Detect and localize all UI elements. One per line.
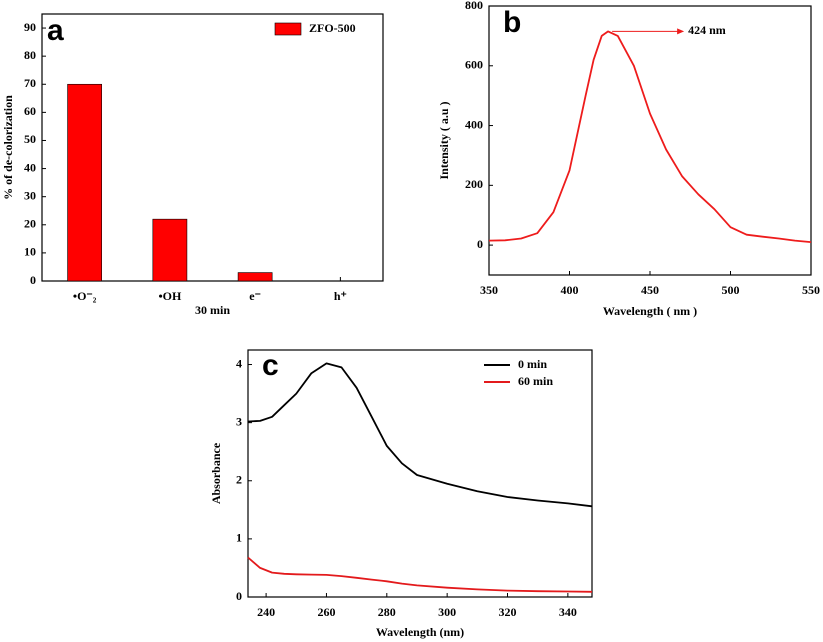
- y-tick-label: 20: [24, 217, 36, 231]
- x-tick-label: 350: [480, 283, 498, 297]
- legend-label: 60 min: [518, 374, 553, 388]
- x-tick-label: 550: [802, 283, 820, 297]
- y-tick-label: 90: [24, 20, 36, 34]
- y-tick-label: 1: [236, 531, 242, 545]
- x-tick-label: 340: [559, 605, 577, 619]
- x-axis-label: Wavelength (nm): [376, 625, 464, 639]
- y-tick-label: 200: [465, 177, 483, 191]
- line-series: [488, 30, 812, 243]
- y-tick-label: 400: [465, 117, 483, 131]
- annotation-arrowhead: [677, 28, 685, 35]
- y-tick-label: 800: [465, 0, 483, 12]
- x-tick-label: 320: [499, 605, 517, 619]
- y-tick-label: 80: [24, 48, 36, 62]
- x-tick-label: e⁻: [249, 289, 261, 303]
- x-tick-label: •OH: [158, 289, 182, 303]
- y-tick-label: 0: [236, 589, 242, 603]
- bar: [67, 83, 102, 282]
- y-tick-label: 70: [24, 76, 36, 90]
- y-tick-label: 4: [236, 356, 242, 370]
- y-axis-label: Absorbance: [209, 442, 223, 504]
- annotation: 424 nm: [688, 23, 726, 37]
- x-tick-label: 240: [257, 605, 275, 619]
- panel-label: b: [503, 6, 521, 39]
- plot-frame: [247, 349, 593, 598]
- y-axis-label: Intensity ( a.u ): [437, 101, 451, 179]
- line-series: [247, 556, 593, 593]
- x-tick-label: •O⁻₂: [73, 289, 97, 303]
- x-tick-label: 260: [317, 605, 335, 619]
- y-tick-label: 2: [236, 473, 242, 487]
- plot-frame: [41, 13, 384, 282]
- x-tick-label: 300: [438, 605, 456, 619]
- x-tick-label: 400: [561, 283, 579, 297]
- y-axis-label: % of de-colorization: [1, 95, 15, 200]
- bar: [237, 272, 273, 282]
- x-tick-label: 450: [641, 283, 659, 297]
- y-tick-label: 50: [24, 132, 36, 146]
- x-tick-label: 500: [722, 283, 740, 297]
- line-series: [247, 362, 593, 508]
- y-tick-label: 3: [236, 414, 242, 428]
- panel-label: a: [47, 14, 64, 47]
- y-tick-label: 30: [24, 188, 36, 202]
- x-tick-label: h⁺: [334, 289, 347, 303]
- legend-label: 0 min: [518, 357, 547, 371]
- plot-frame: [488, 5, 812, 276]
- y-tick-label: 40: [24, 160, 36, 174]
- x-axis-label: 30 min: [195, 303, 230, 317]
- y-tick-label: 60: [24, 104, 36, 118]
- y-tick-label: 600: [465, 58, 483, 72]
- x-tick-label: 280: [378, 605, 396, 619]
- x-axis-label: Wavelength ( nm ): [603, 304, 697, 318]
- legend-label: ZFO-500: [309, 21, 356, 35]
- bar: [152, 218, 188, 282]
- y-tick-label: 10: [24, 245, 36, 259]
- y-tick-label: 0: [30, 273, 36, 287]
- y-tick-label: 0: [477, 237, 483, 251]
- legend-swatch: [274, 22, 302, 36]
- panel-label: c: [262, 349, 279, 382]
